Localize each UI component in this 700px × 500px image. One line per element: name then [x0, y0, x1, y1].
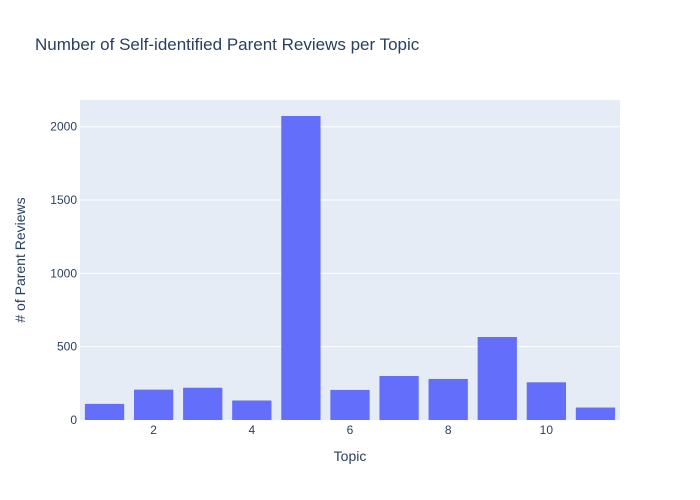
bar-topic-11 — [575, 407, 616, 420]
x-tick-label: 4 — [248, 423, 255, 437]
bar-topic-5 — [281, 115, 321, 420]
y-tick-label: 0 — [70, 413, 77, 427]
bar-topic-6 — [330, 389, 370, 420]
chart-title: Number of Self-identified Parent Reviews… — [35, 35, 420, 54]
bar-topic-1 — [84, 403, 125, 420]
x-tick-label: 6 — [347, 423, 354, 437]
bar-topic-10 — [526, 382, 566, 420]
y-axis-title: # of Parent Reviews — [12, 197, 28, 322]
plot-area — [80, 100, 620, 420]
y-tick-label: 1500 — [50, 193, 77, 207]
bar-topic-7 — [379, 376, 419, 420]
y-tick-label: 2000 — [50, 120, 77, 134]
y-tick-label: 1000 — [50, 266, 77, 280]
bar-topic-8 — [428, 378, 468, 420]
bar-topic-3 — [183, 387, 223, 420]
bars — [84, 115, 616, 420]
x-tick-label: 10 — [540, 423, 554, 437]
x-axis-ticks: 2 4 6 8 10 — [150, 423, 553, 437]
y-tick-label: 500 — [57, 340, 77, 354]
gridlines — [80, 126, 620, 348]
x-axis-title: Topic — [334, 448, 367, 464]
bar-topic-9 — [477, 336, 517, 420]
y-axis-ticks: 0 500 1000 1500 2000 — [50, 120, 77, 427]
bar-topic-4 — [232, 400, 272, 420]
bar-topic-2 — [134, 389, 174, 420]
x-tick-label: 8 — [445, 423, 452, 437]
x-tick-label: 2 — [150, 423, 157, 437]
